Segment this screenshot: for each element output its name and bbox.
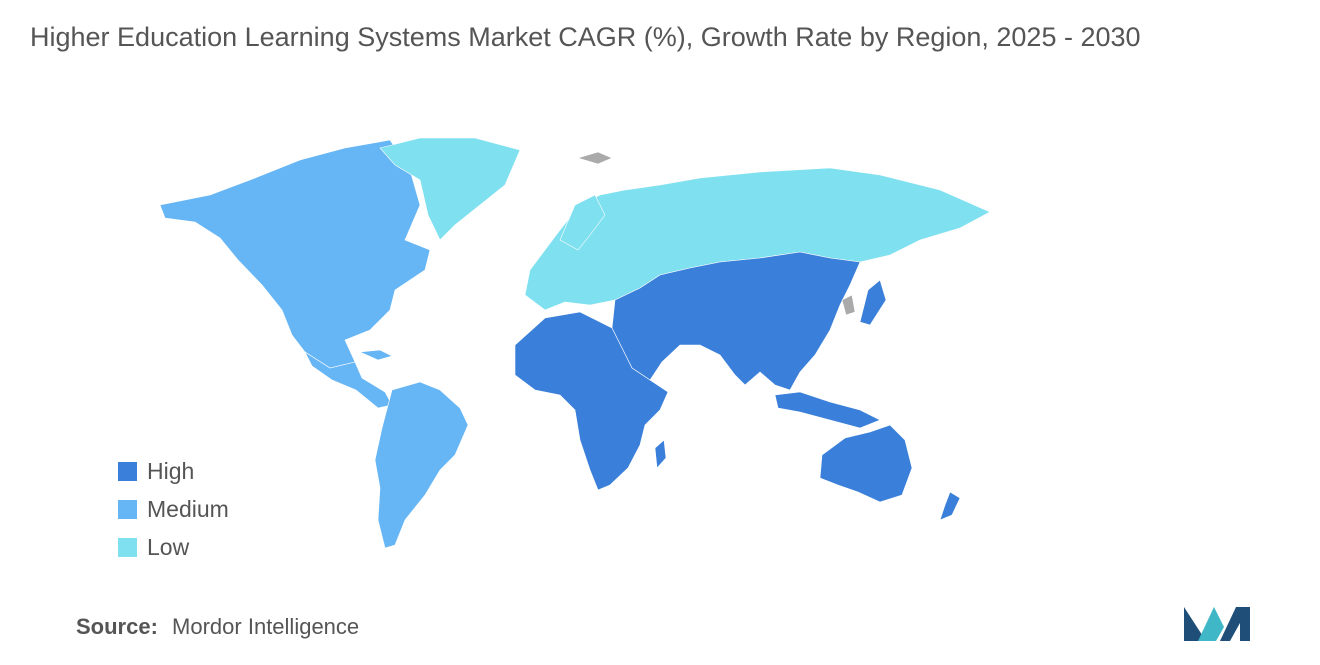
region-asia [611,251,861,391]
region-japan [859,279,887,326]
legend-label-low: Low [147,533,190,560]
legend-swatch-high [118,461,137,481]
legend-item-medium: Medium [118,490,229,528]
region-australia [819,424,913,503]
region-scandinavia [559,194,606,251]
legend-item-low: Low [118,528,229,566]
region-madagascar [654,439,667,469]
mordor-logo-icon [1184,607,1250,641]
source-label: Source: [76,614,158,639]
legend-label-medium: Medium [147,495,229,522]
legend: High Medium Low [118,452,229,566]
region-no-data-korea [841,294,856,316]
legend-swatch-medium [118,499,137,519]
region-southeast-asia [774,391,881,429]
chart-title: Higher Education Learning Systems Market… [30,22,1141,52]
legend-label-high: High [147,457,195,484]
region-north-america [159,139,431,369]
legend-item-high: High [118,452,229,490]
region-no-data-arctic [576,151,613,165]
legend-swatch-low [118,537,137,557]
region-new-zealand [939,491,961,521]
logo-shape-mid [1198,607,1224,641]
world-map [159,137,991,549]
logo-shape-left [1184,607,1206,641]
region-greenland [379,137,521,241]
region-caribbean [358,349,393,361]
source: Source: Mordor Intelligence [76,614,359,640]
region-south-america [374,381,469,549]
region-africa [514,311,669,491]
logo-shape-right [1220,607,1250,641]
source-value: Mordor Intelligence [172,614,360,639]
